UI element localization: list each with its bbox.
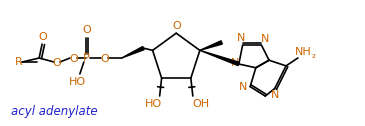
Text: N: N (270, 90, 279, 101)
Polygon shape (200, 41, 222, 50)
Text: R: R (14, 57, 22, 67)
Text: HO: HO (145, 99, 162, 109)
Text: NH: NH (295, 47, 311, 57)
Text: O: O (53, 58, 61, 68)
Text: O: O (82, 25, 91, 35)
Text: HO: HO (69, 77, 87, 87)
Text: N: N (231, 58, 239, 68)
Text: acyl adenylate: acyl adenylate (11, 105, 97, 118)
Text: OH: OH (192, 99, 209, 109)
Polygon shape (122, 46, 144, 58)
Text: ₂: ₂ (312, 50, 316, 60)
Polygon shape (200, 50, 239, 66)
Text: P: P (82, 53, 89, 63)
Text: N: N (261, 34, 270, 44)
Text: O: O (173, 21, 182, 31)
Text: O: O (69, 54, 78, 64)
Text: O: O (39, 32, 47, 42)
Text: N: N (237, 33, 245, 43)
Text: N: N (239, 82, 247, 92)
Text: O: O (100, 54, 109, 64)
